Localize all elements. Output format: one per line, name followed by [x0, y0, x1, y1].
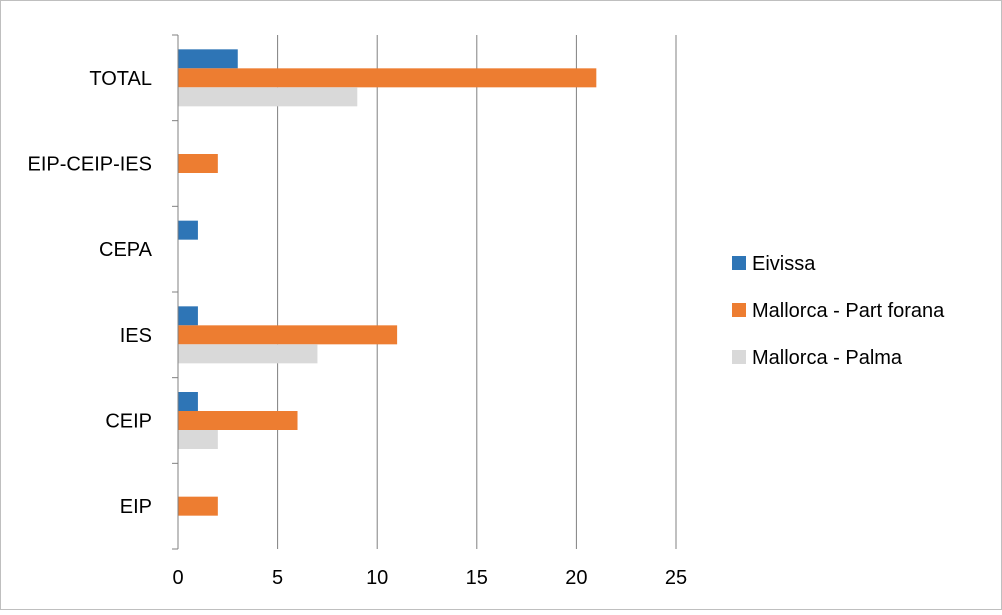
legend-swatch — [732, 256, 746, 270]
legend-label: Mallorca - Part forana — [752, 300, 945, 322]
x-tick-label: 25 — [665, 567, 687, 589]
value-axis: 0 5 10 15 20 25 — [172, 567, 687, 589]
x-tick-label: 10 — [366, 567, 388, 589]
y-tick-label: EIP — [120, 496, 152, 518]
x-tick-label: 20 — [565, 567, 587, 589]
bar — [178, 392, 198, 411]
bar — [178, 496, 218, 516]
legend-label: Eivissa — [752, 253, 816, 275]
y-tick-label: CEPA — [99, 239, 153, 261]
legend-label: Mallorca - Palma — [752, 347, 903, 369]
legend-swatch — [732, 350, 746, 364]
bar — [178, 306, 198, 326]
bar — [178, 325, 398, 345]
y-tick-label: TOTAL — [89, 68, 152, 90]
y-tick-label: CEIP — [105, 411, 152, 433]
bar — [178, 87, 358, 107]
legend-swatch — [732, 303, 746, 317]
y-tick-label: EIP-CEIP-IES — [28, 154, 152, 176]
category-axis: EIP CEIP IES CEPA EIP-CEIP-IES TOTAL — [28, 34, 179, 550]
bar — [178, 49, 238, 69]
bars-group — [178, 49, 597, 516]
x-tick-label: 0 — [172, 567, 183, 589]
x-tick-label: 5 — [272, 567, 283, 589]
bar — [178, 220, 198, 240]
y-tick-label: IES — [120, 325, 152, 347]
x-tick-label: 15 — [466, 567, 488, 589]
bar — [178, 154, 218, 173]
bar — [178, 68, 597, 88]
gridlines — [277, 35, 677, 549]
bar — [178, 430, 218, 449]
legend: Eivissa Mallorca - Part forana Mallorca - … — [732, 253, 945, 369]
bar — [178, 344, 318, 364]
bar — [178, 411, 298, 430]
